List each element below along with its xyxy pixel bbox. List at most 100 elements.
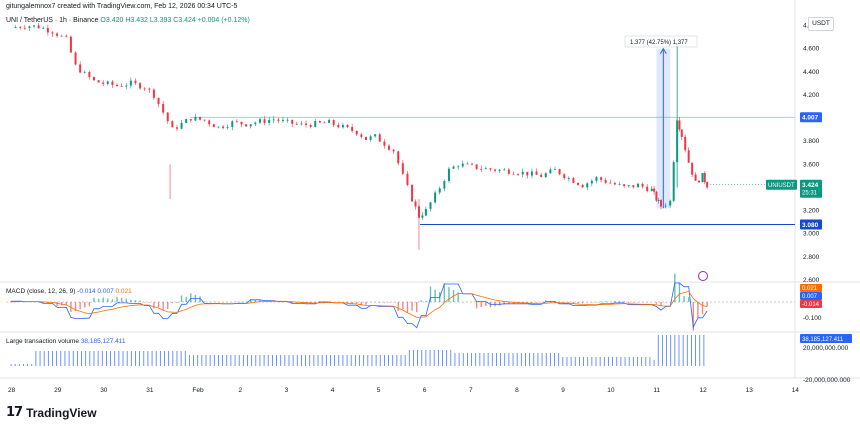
candle[interactable] bbox=[475, 164, 478, 169]
candle[interactable] bbox=[480, 168, 483, 170]
candle[interactable] bbox=[650, 188, 653, 192]
candle[interactable] bbox=[457, 166, 460, 168]
candle[interactable] bbox=[268, 120, 271, 123]
candle[interactable] bbox=[411, 184, 414, 202]
candle[interactable] bbox=[111, 81, 114, 85]
candle[interactable] bbox=[79, 64, 82, 73]
candle[interactable] bbox=[498, 169, 501, 171]
candle[interactable] bbox=[199, 116, 202, 120]
candle[interactable] bbox=[521, 171, 524, 175]
candle[interactable] bbox=[129, 80, 132, 86]
candle[interactable] bbox=[414, 201, 417, 207]
candle[interactable] bbox=[23, 27, 26, 29]
candle[interactable] bbox=[369, 136, 372, 140]
macd-badge-box[interactable] bbox=[800, 292, 822, 300]
candle[interactable] bbox=[471, 163, 473, 165]
price-unit-badge[interactable]: USDT bbox=[808, 17, 834, 31]
candle[interactable] bbox=[623, 184, 626, 187]
candle[interactable] bbox=[494, 169, 497, 171]
candle[interactable] bbox=[447, 168, 450, 181]
macd-badge-box[interactable] bbox=[800, 284, 822, 292]
candle[interactable] bbox=[222, 126, 225, 129]
candle[interactable] bbox=[595, 177, 598, 181]
candle[interactable] bbox=[295, 123, 298, 125]
candle[interactable] bbox=[148, 88, 151, 90]
candle[interactable] bbox=[125, 85, 128, 87]
candle[interactable] bbox=[189, 119, 192, 121]
candle[interactable] bbox=[489, 168, 492, 170]
candle[interactable] bbox=[157, 97, 160, 104]
candle[interactable] bbox=[203, 119, 206, 121]
candle[interactable] bbox=[143, 88, 146, 90]
candle[interactable] bbox=[636, 183, 639, 188]
candle[interactable] bbox=[641, 183, 644, 187]
candle[interactable] bbox=[684, 136, 687, 151]
candle[interactable] bbox=[590, 180, 593, 184]
candle[interactable] bbox=[226, 127, 229, 129]
candle[interactable] bbox=[106, 81, 109, 84]
candle[interactable] bbox=[212, 124, 215, 128]
candle[interactable] bbox=[452, 166, 455, 169]
candle[interactable] bbox=[586, 183, 589, 188]
candle[interactable] bbox=[166, 112, 169, 122]
candle[interactable] bbox=[51, 32, 54, 34]
candle[interactable] bbox=[517, 174, 520, 175]
candle[interactable] bbox=[567, 178, 570, 179]
macd-line[interactable] bbox=[11, 282, 708, 329]
candle[interactable] bbox=[397, 151, 400, 164]
candle[interactable] bbox=[42, 27, 45, 29]
candle[interactable] bbox=[351, 126, 354, 131]
candle[interactable] bbox=[703, 173, 706, 183]
tradingview-logo[interactable]: 17 TradingView bbox=[6, 405, 97, 420]
macd-signal-line[interactable] bbox=[10, 290, 708, 318]
candle[interactable] bbox=[245, 124, 248, 127]
candle[interactable] bbox=[217, 126, 220, 128]
candle[interactable] bbox=[305, 123, 308, 125]
candle[interactable] bbox=[577, 182, 580, 185]
candle[interactable] bbox=[604, 179, 607, 183]
candle[interactable] bbox=[249, 124, 252, 127]
candle[interactable] bbox=[698, 180, 701, 183]
candle[interactable] bbox=[388, 145, 391, 150]
candle[interactable] bbox=[374, 134, 377, 137]
candle[interactable] bbox=[277, 119, 280, 121]
last-price-badge-box[interactable] bbox=[800, 179, 822, 198]
candle[interactable] bbox=[74, 52, 77, 65]
candle[interactable] bbox=[281, 119, 284, 121]
candle[interactable] bbox=[171, 121, 174, 128]
candle[interactable] bbox=[120, 85, 123, 87]
candle[interactable] bbox=[646, 186, 649, 192]
candle[interactable] bbox=[14, 27, 17, 28]
candle[interactable] bbox=[535, 171, 538, 175]
candle[interactable] bbox=[484, 168, 487, 170]
candle[interactable] bbox=[162, 103, 165, 113]
candle[interactable] bbox=[208, 120, 211, 125]
candle[interactable] bbox=[392, 149, 395, 152]
candle[interactable] bbox=[530, 171, 533, 176]
candle[interactable] bbox=[88, 71, 91, 78]
candle[interactable] bbox=[627, 185, 630, 187]
candle[interactable] bbox=[694, 174, 697, 181]
candle[interactable] bbox=[341, 124, 344, 128]
candle[interactable] bbox=[314, 121, 317, 127]
candle[interactable] bbox=[655, 191, 658, 201]
candle[interactable] bbox=[434, 192, 437, 203]
candle[interactable] bbox=[653, 188, 656, 192]
candle[interactable] bbox=[526, 171, 529, 176]
candle[interactable] bbox=[263, 119, 266, 123]
candle[interactable] bbox=[540, 174, 543, 178]
candle[interactable] bbox=[680, 129, 683, 137]
candle[interactable] bbox=[60, 35, 63, 37]
candle[interactable] bbox=[687, 150, 690, 163]
candle[interactable] bbox=[461, 163, 464, 167]
volume-badge-box[interactable] bbox=[800, 334, 852, 343]
candle[interactable] bbox=[512, 173, 515, 175]
candle[interactable] bbox=[618, 184, 621, 186]
candle[interactable] bbox=[332, 120, 335, 125]
candle[interactable] bbox=[572, 178, 575, 183]
candle[interactable] bbox=[507, 169, 510, 174]
symbol-badge-box[interactable] bbox=[766, 179, 797, 190]
macd-badge-box[interactable] bbox=[800, 300, 822, 308]
candle[interactable] bbox=[185, 119, 188, 123]
candle[interactable] bbox=[328, 120, 331, 123]
